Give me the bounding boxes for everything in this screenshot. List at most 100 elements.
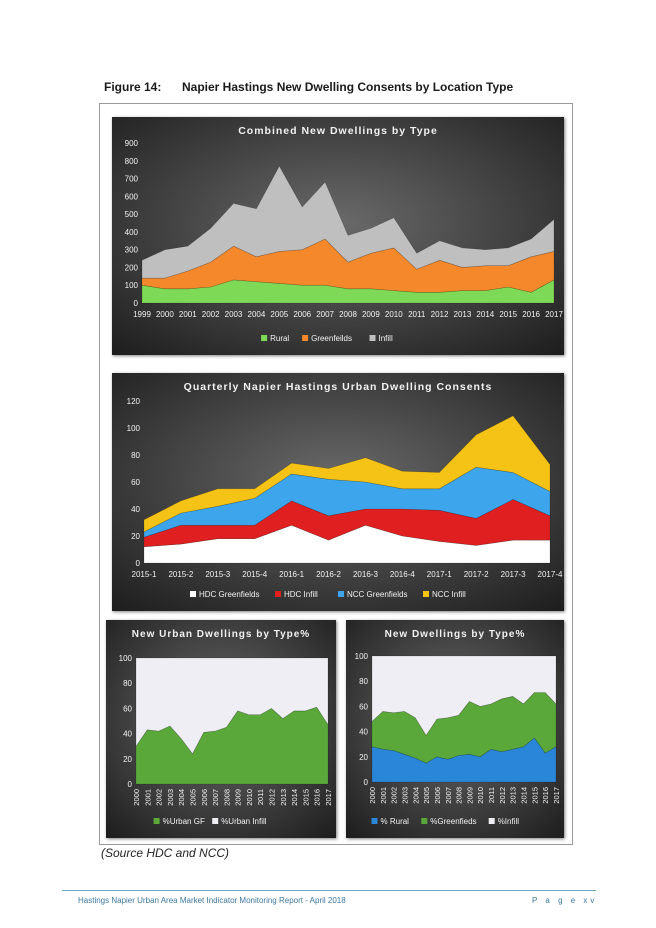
x-tick-label: 2009 [465,787,474,804]
x-tick-label: 2011 [256,789,265,805]
y-tick-label: 80 [131,451,140,460]
x-tick-label: 2015 [499,310,517,319]
x-tick-label: 2002 [155,789,164,806]
x-tick-label: 2014 [290,789,299,806]
x-tick-label: 2017 [324,789,333,806]
chart-title: New Urban Dwellings by Type% [132,629,310,640]
x-tick-label: 2000 [368,787,377,804]
y-tick-label: 100 [125,281,139,290]
chart-combined-dwellings: Combined New Dwellings by Type 0 100 200 300… [112,117,564,355]
y-tick-label: 500 [125,210,139,219]
chart-title: Quarterly Napier Hastings Urban Dwelling… [184,381,493,393]
legend-swatch-urban-gf [153,818,160,824]
x-tick-label: 2016-1 [279,570,304,579]
legend-label-ncc-infill: NCC Infill [432,590,466,599]
x-tick-label: 2009 [362,310,380,319]
x-tick-label: 2015 [301,789,310,806]
chart-svg: Quarterly Napier Hastings Urban Dwelling… [112,373,564,611]
x-tick-label: 2013 [509,787,518,804]
legend-swatch-greenfieds [421,818,428,824]
y-tick-label: 400 [125,228,139,237]
chart-title: Combined New Dwellings by Type [238,125,438,137]
legend-label-rural: Rural [270,334,289,343]
x-tick-label: 2010 [476,787,485,804]
x-tick-label: 2000 [132,789,141,806]
x-tick-label: 2016 [522,310,540,319]
y-tick-label: 80 [359,677,368,686]
x-tick-label: 2011 [408,310,426,319]
legend-label-ncc-greenfields: NCC Greenfields [347,590,407,599]
x-tick-label: 2005 [270,310,288,319]
x-tick-label: 2008 [222,789,231,806]
legend-swatch-rural [371,818,378,824]
x-tick-label: 2015-2 [168,570,193,579]
x-tick-label: 2017-1 [427,570,452,579]
y-tick-label: 100 [355,652,369,661]
y-tick-label: 80 [123,679,132,688]
y-tick-label: 20 [359,753,368,762]
figure-caption: Figure 14: Napier Hastings New Dwelling C… [104,80,513,94]
x-tick-label: 2003 [166,789,175,806]
x-tick-label: 2015 [530,787,539,804]
x-tick-label: 2001 [179,310,197,319]
x-tick-label: 2005 [189,789,198,806]
chart-quarterly-urban-consents: Quarterly Napier Hastings Urban Dwelling… [112,373,564,611]
y-tick-label: 60 [359,702,368,711]
x-tick-label: 2006 [293,310,311,319]
y-tick-label: 0 [134,299,139,308]
x-tick-label: 2012 [431,310,449,319]
x-tick-label: 2009 [234,789,243,806]
legend-label-rural: % Rural [381,817,410,826]
area-urban-infill [135,657,329,755]
legend-label-hdc-greenfields: HDC Greenfields [199,590,259,599]
x-tick-label: 2014 [520,787,529,804]
legend-swatch-hdc-greenfields [190,591,196,597]
legend-swatch-infill [488,818,495,824]
x-tick-label: 2015-4 [242,570,267,579]
x-tick-label: 2008 [339,310,357,319]
y-tick-label: 100 [127,424,141,433]
x-tick-label: 2001 [379,787,388,804]
x-tick-label: 2014 [476,310,494,319]
footer-report-title: Hastings Napier Urban Area Market Indica… [78,896,346,905]
legend-label-greenfeilds: Greenfeilds [311,334,352,343]
x-tick-label: 2006 [200,789,209,806]
legend-label-urban-infill: %Urban Infill [221,817,267,826]
y-tick-label: 100 [119,654,133,663]
legend-label-urban-gf: %Urban GF [163,817,205,826]
y-tick-label: 40 [131,505,140,514]
x-tick-label: 2006 [433,787,442,804]
x-tick-label: 2004 [177,789,186,806]
y-tick-label: 20 [123,755,132,764]
area-rural [141,279,555,304]
x-tick-label: 2011 [487,787,496,803]
area-infill [141,165,555,279]
x-tick-label: 1999 [133,310,151,319]
legend-label-hdc-infill: HDC Infill [284,590,318,599]
x-tick-label: 2008 [455,787,464,804]
x-tick-label: 2007 [211,789,220,806]
x-tick-label: 2004 [411,787,420,804]
x-tick-label: 2004 [248,310,266,319]
x-tick-label: 2016-2 [316,570,341,579]
x-tick-label: 2016 [541,787,550,804]
source-note: (Source HDC and NCC) [101,846,230,860]
x-tick-label: 2005 [422,787,431,804]
y-tick-label: 0 [136,559,141,568]
x-tick-label: 2017 [545,310,563,319]
y-tick-label: 300 [125,246,139,255]
x-tick-label: 2017 [552,787,561,804]
x-tick-label: 2003 [401,787,410,804]
y-tick-label: 0 [364,778,369,787]
y-tick-label: 120 [127,397,141,406]
legend-swatch-ncc-greenfields [338,591,344,597]
legend-swatch-rural [261,335,268,341]
y-tick-label: 60 [123,704,132,713]
y-tick-label: 40 [359,728,368,737]
footer-rule [62,890,596,891]
figure-frame [99,103,573,845]
x-tick-label: 2017-4 [538,570,563,579]
y-tick-label: 800 [125,157,139,166]
footer-page-number: P a g e xv [532,896,598,905]
y-tick-label: 0 [128,780,133,789]
